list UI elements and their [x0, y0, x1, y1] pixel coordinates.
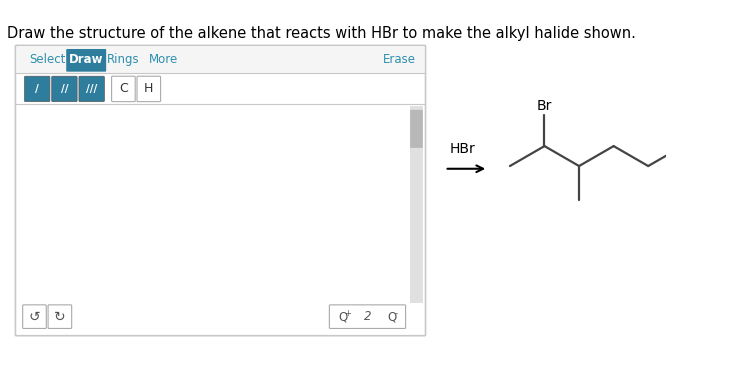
- Text: 2: 2: [364, 310, 371, 323]
- Text: //: //: [61, 84, 68, 94]
- Text: More: More: [149, 53, 178, 66]
- FancyBboxPatch shape: [51, 76, 77, 102]
- Text: C: C: [119, 83, 128, 95]
- Text: ///: ///: [86, 84, 98, 94]
- FancyBboxPatch shape: [15, 45, 426, 336]
- FancyBboxPatch shape: [410, 110, 423, 148]
- Text: Q: Q: [338, 310, 348, 323]
- FancyBboxPatch shape: [23, 305, 46, 328]
- Text: Q: Q: [388, 310, 396, 323]
- Text: Select: Select: [29, 53, 65, 66]
- Text: H: H: [144, 83, 153, 95]
- FancyBboxPatch shape: [137, 76, 161, 102]
- FancyBboxPatch shape: [79, 76, 104, 102]
- FancyBboxPatch shape: [24, 76, 50, 102]
- Text: HBr: HBr: [450, 142, 476, 156]
- FancyBboxPatch shape: [330, 305, 406, 328]
- FancyBboxPatch shape: [66, 49, 106, 72]
- Text: Br: Br: [537, 99, 552, 112]
- Text: Draw: Draw: [69, 53, 103, 66]
- Text: Draw the structure of the alkene that reacts with HBr to make the alkyl halide s: Draw the structure of the alkene that re…: [7, 26, 636, 41]
- Bar: [410, 106, 423, 303]
- Text: +: +: [344, 310, 351, 318]
- Text: ↻: ↻: [54, 310, 66, 324]
- FancyBboxPatch shape: [48, 305, 72, 328]
- Text: -: -: [395, 310, 398, 318]
- Text: /: /: [35, 84, 39, 94]
- Text: Erase: Erase: [382, 53, 415, 66]
- Bar: [17, 47, 424, 74]
- Text: ↺: ↺: [29, 310, 40, 324]
- Text: Rings: Rings: [107, 53, 139, 66]
- FancyBboxPatch shape: [112, 76, 135, 102]
